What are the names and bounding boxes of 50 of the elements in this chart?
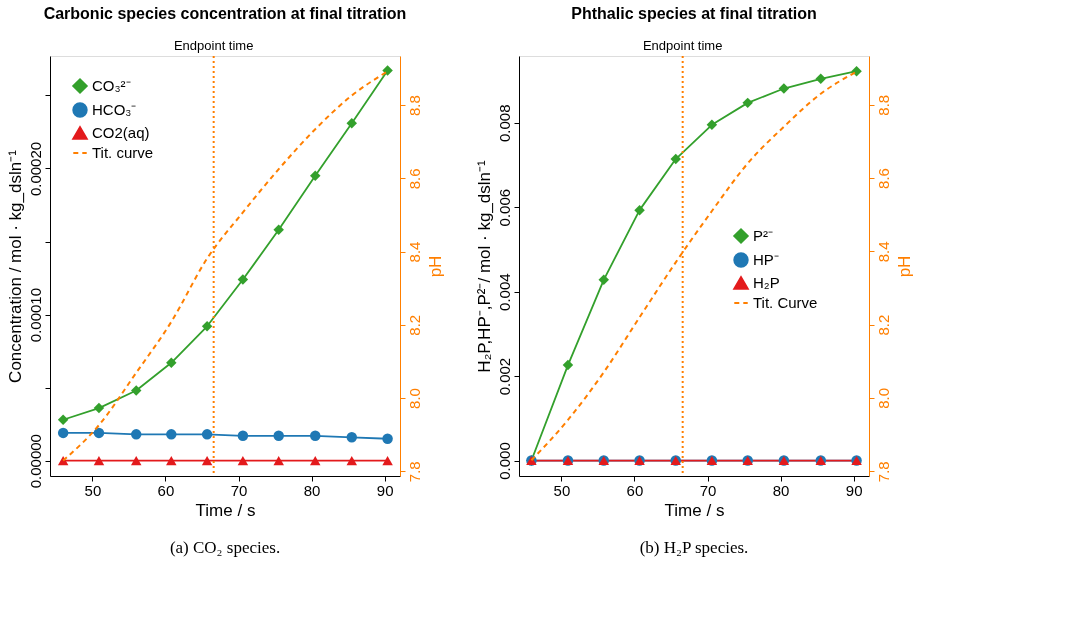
y-tick-label: 0.00010 <box>26 287 44 343</box>
y2-tick-label: 8.6 <box>874 168 892 189</box>
x-tick-label: 60 <box>157 481 175 499</box>
y-tick-label: 0.00000 <box>26 434 44 489</box>
y2-tick-label: 7.8 <box>405 461 423 483</box>
legend-label: HP⁻ <box>753 251 779 268</box>
ref-line-label: Endpoint time <box>642 38 723 53</box>
x-tick-label: 70 <box>699 481 717 499</box>
y-axis-title: Concentration / mol · kg_dsln⁻¹ <box>5 149 25 383</box>
x-tick-label: 80 <box>772 481 790 499</box>
y2-tick-label: 8.0 <box>405 388 423 409</box>
x-tick-label: 90 <box>376 481 394 499</box>
chart-title: Carbonic species concentration at final titration <box>43 5 407 22</box>
text: (b) H₂P species. <box>639 538 749 557</box>
y2-tick-label: 8.6 <box>405 168 423 190</box>
y2-tick-label: 8.4 <box>874 241 892 263</box>
y-tick-label: 0.000 <box>495 442 513 480</box>
x-tick-label: 50 <box>84 481 102 499</box>
y2-tick-label: 8.4 <box>405 241 423 263</box>
legend-label: P²⁻ <box>753 227 773 244</box>
legend-label: Tit. Curve <box>753 294 818 311</box>
y2-tick-label: 8.8 <box>874 94 892 116</box>
x-axis-title: Time / s <box>195 500 256 520</box>
y-tick-label: 0.004 <box>495 273 513 311</box>
y-tick-label: 0.002 <box>495 357 513 396</box>
y2-tick-label: 8.2 <box>405 314 423 336</box>
legend-label: CO2(aq) <box>92 124 150 141</box>
y2-tick-label: 8.8 <box>405 95 423 116</box>
x-tick-label: 80 <box>303 481 321 499</box>
text: (a) CO₂ species. <box>169 538 281 557</box>
legend-label: CO₃²⁻ <box>92 77 131 94</box>
y2-tick-label: 7.8 <box>874 461 892 483</box>
legend-label: HCO₃⁻ <box>92 101 137 118</box>
x-tick-label: 60 <box>626 481 644 499</box>
legend-label: H₂P <box>753 274 780 291</box>
ref-line-label: Endpoint time <box>173 38 254 53</box>
x-tick-label: 90 <box>845 481 863 499</box>
legend-label: Tit. curve <box>92 144 154 161</box>
y-axis-title: H₂P,HP⁻,P²⁻/ mol · kg_dsln⁻¹ <box>474 160 494 373</box>
y-tick-label: 0.008 <box>495 104 513 142</box>
y2-tick-label: 8.2 <box>874 314 892 336</box>
chart-title: Phthalic species at final titration <box>571 5 817 22</box>
y-tick-label: 0.00020 <box>26 141 44 197</box>
y-tick-label: 0.006 <box>495 188 513 227</box>
y2-axis-title: pH <box>425 255 445 278</box>
x-tick-label: 70 <box>230 481 248 499</box>
y2-tick-label: 8.0 <box>874 388 892 409</box>
x-axis-title: Time / s <box>664 500 725 520</box>
y2-axis-title: pH <box>894 255 914 278</box>
x-tick-label: 50 <box>553 481 571 499</box>
